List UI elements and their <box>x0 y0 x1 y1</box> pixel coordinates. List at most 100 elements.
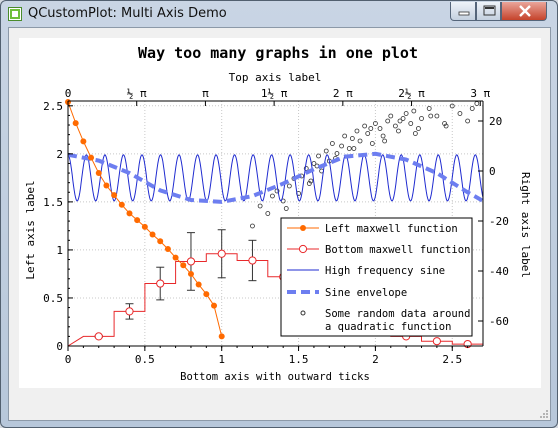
scatter-point <box>416 126 421 131</box>
scatter-point <box>306 181 312 186</box>
scatter-point <box>349 136 355 141</box>
left-maxwell-point <box>149 231 156 238</box>
scatter-point <box>412 131 418 136</box>
maximize-icon <box>483 5 496 16</box>
left-maxwell-point <box>164 245 171 252</box>
plot-title: Way too many graphs in one plot <box>138 44 418 62</box>
bottom-maxwell-point <box>217 249 226 258</box>
size-grip-icon[interactable] <box>539 409 549 419</box>
legend-items: Left maxwell function Bottom maxwell func… <box>287 223 470 333</box>
scatter-point <box>380 133 386 139</box>
bottom-maxwell-point <box>186 257 196 266</box>
bottom-axis-tick-label: 0 <box>65 353 72 366</box>
scatter-point <box>365 131 371 136</box>
high-frequency-sine-line <box>67 154 484 202</box>
scatter-point <box>397 118 403 124</box>
scatter-point <box>362 123 368 129</box>
left-maxwell-point <box>80 138 87 145</box>
app-icon <box>8 7 22 21</box>
left-maxwell-point <box>134 217 141 224</box>
window-title: QCustomPlot: Multi Axis Demo <box>28 6 227 21</box>
legend-label: Left maxwell function <box>325 223 458 235</box>
legend-item: High frequency sine <box>287 265 445 277</box>
right-axis-tick-label: -20 <box>489 215 509 228</box>
legend[interactable]: Left maxwell function Bottom maxwell func… <box>280 217 473 337</box>
scatter-point <box>392 123 398 129</box>
scatter-point <box>250 223 255 229</box>
scatter-point <box>396 128 401 134</box>
left-maxwell-point <box>111 192 118 199</box>
bottom-maxwell-point <box>156 279 165 288</box>
scatter-point <box>403 111 409 116</box>
top-axis-tick-label: 2½ π <box>398 87 425 100</box>
scatter-point <box>449 103 455 109</box>
top-axis-label: Top axis label <box>229 71 322 84</box>
top-axis-tick-label: 1½ π <box>261 87 288 100</box>
scatter-point <box>274 188 280 194</box>
title-bar[interactable]: QCustomPlot: Multi Axis Demo <box>1 1 557 27</box>
scatter-point <box>465 118 471 124</box>
bottom-axis-tick-label: 1 <box>218 353 225 366</box>
scatter-point <box>408 121 414 126</box>
sine-envelope-line <box>67 151 484 204</box>
close-icon <box>519 5 531 17</box>
scatter-point <box>388 113 394 119</box>
scatter-point <box>385 118 391 124</box>
left-maxwell-point <box>187 270 194 277</box>
scatter-point <box>428 113 434 119</box>
bottom-maxwell-point <box>94 332 103 341</box>
left-maxwell-point <box>95 170 102 177</box>
bottom-axis-tick-label: 2.5 <box>442 353 462 366</box>
scatter-point <box>308 178 314 184</box>
top-axis-tick-label: 0 <box>65 87 72 100</box>
bottom-axis-tick-label: 1.5 <box>289 353 309 366</box>
legend-swatch-dot <box>300 225 306 231</box>
scatter-point <box>373 121 378 126</box>
scatter-point <box>426 106 432 111</box>
scatter-point <box>270 193 275 199</box>
scatter-point <box>342 133 348 139</box>
legend-swatch-dot <box>300 310 306 316</box>
left-maxwell-point <box>126 210 133 217</box>
legend-label: Some random data around <box>325 308 470 320</box>
bottom-axis-label: Bottom axis with outward ticks <box>180 371 370 383</box>
data-layer <box>65 98 484 349</box>
minimize-button[interactable] <box>450 2 476 21</box>
left-maxwell-point <box>118 201 125 208</box>
scatter-point <box>357 138 363 144</box>
bottom-axis-tick-label: 2 <box>372 353 379 366</box>
legend-item: Bottom maxwell function <box>287 244 470 256</box>
left-maxwell-point <box>72 120 79 127</box>
legend-item: Left maxwell function <box>287 223 458 235</box>
scatter-point <box>354 128 360 134</box>
left-maxwell-point <box>172 254 179 261</box>
left-maxwell-point <box>203 291 210 298</box>
left-axis-tick-label: 0.5 <box>43 292 63 305</box>
scatter-point <box>382 138 388 144</box>
left-maxwell-point <box>211 302 218 309</box>
scatter-point <box>334 151 340 156</box>
left-maxwell-point <box>141 223 148 230</box>
scatter-point <box>323 148 329 154</box>
scatter-point <box>339 143 344 149</box>
top-axis-tick-label: 3 π <box>470 87 490 100</box>
legend-label: High frequency sine <box>325 265 445 277</box>
legend-label: Sine envelope <box>325 287 407 299</box>
left-maxwell-point <box>195 281 202 288</box>
legend-swatch-dot <box>298 244 308 254</box>
scatter-point <box>474 101 480 106</box>
scatter-point <box>443 123 449 129</box>
scatter-point <box>411 108 417 114</box>
maximize-button[interactable] <box>476 2 501 21</box>
left-maxwell-point <box>218 333 225 340</box>
scatter-point <box>368 126 374 131</box>
scatter-point <box>442 121 447 126</box>
scatter-point <box>303 166 309 171</box>
bottom-axis-tick-label: 0.5 <box>135 353 155 366</box>
right-axis-tick-label: 0 <box>489 165 496 178</box>
close-button[interactable] <box>501 2 547 21</box>
